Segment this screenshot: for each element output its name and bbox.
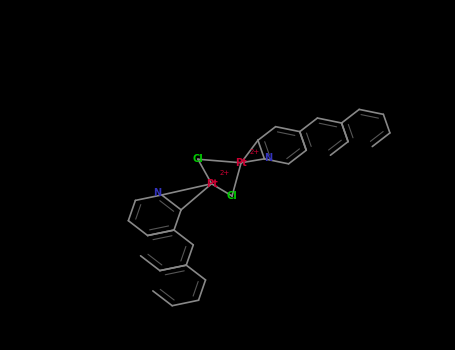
Text: N: N [264,153,272,163]
Text: Pt: Pt [206,179,217,189]
Text: Pt: Pt [235,158,247,168]
Text: Cl: Cl [192,154,203,164]
Text: N: N [153,188,161,198]
Text: 2+: 2+ [249,149,260,155]
Text: 2+: 2+ [220,170,230,176]
Text: Cl: Cl [227,191,238,201]
